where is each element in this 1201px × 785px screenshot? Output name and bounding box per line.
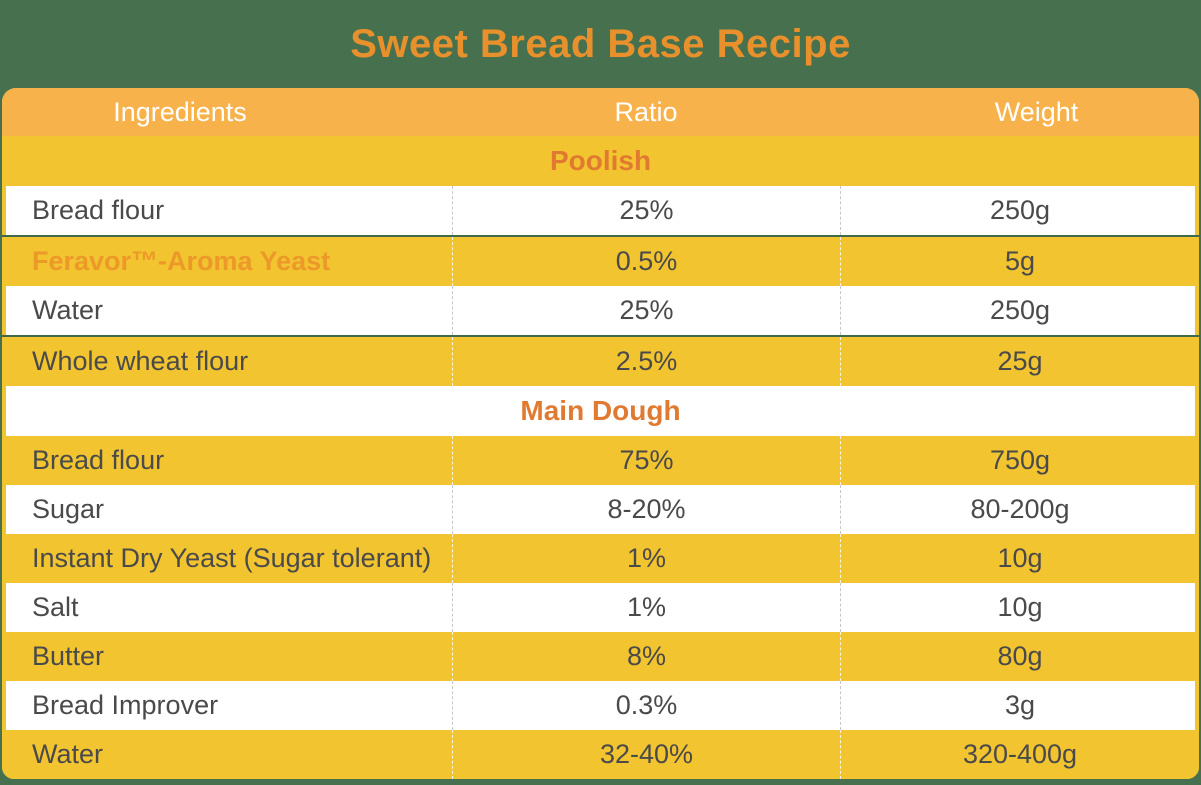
- ingredient-weight: 10g: [840, 534, 1199, 583]
- ingredient-name: Bread flour: [32, 445, 165, 475]
- table-row: Feravor™-Aroma Yeast 0.5% 5g: [2, 235, 1199, 286]
- ingredient-name: Bread flour: [32, 195, 165, 225]
- section-label: Main Dough: [520, 395, 681, 426]
- ingredient-ratio: 25%: [452, 286, 840, 335]
- column-header-ingredients: Ingredients: [113, 96, 247, 127]
- ingredient-name: Whole wheat flour: [32, 346, 249, 376]
- table-row: Bread Improver 0.3% 3g: [2, 681, 1199, 730]
- table-row: Water 25% 250g: [2, 286, 1199, 335]
- section-row-poolish: Poolish: [2, 136, 1199, 186]
- ingredient-ratio: 8%: [452, 632, 840, 681]
- ingredient-name: Sugar: [32, 494, 105, 524]
- ingredient-weight: 250g: [840, 186, 1199, 235]
- page-title: Sweet Bread Base Recipe: [350, 21, 851, 66]
- ingredient-weight: 5g: [840, 237, 1199, 286]
- ingredient-name: Water: [32, 295, 104, 325]
- ingredient-name: Salt: [32, 592, 79, 622]
- title-band: Sweet Bread Base Recipe: [0, 0, 1201, 88]
- ingredient-weight: 3g: [840, 681, 1199, 730]
- column-header-weight: Weight: [994, 96, 1079, 127]
- ingredient-weight: 750g: [840, 436, 1199, 485]
- ingredient-name: Water: [32, 739, 104, 769]
- table-row: Instant Dry Yeast (Sugar tolerant) 1% 10…: [2, 534, 1199, 583]
- recipe-table: Ingredients Ratio Weight Poolish Bread f…: [2, 88, 1199, 779]
- ingredient-name: Bread Improver: [32, 690, 219, 720]
- table-header-row: Ingredients Ratio Weight: [2, 88, 1199, 136]
- table-row: Water 32-40% 320-400g: [2, 730, 1199, 779]
- ingredient-weight: 25g: [840, 337, 1199, 386]
- ingredient-name: Instant Dry Yeast (Sugar tolerant): [32, 543, 432, 573]
- table-row: Butter 8% 80g: [2, 632, 1199, 681]
- ingredient-weight: 10g: [840, 583, 1199, 632]
- ingredient-weight: 320-400g: [840, 730, 1199, 779]
- table-row: Bread flour 75% 750g: [2, 436, 1199, 485]
- ingredient-name-brand: Feravor™-Aroma Yeast: [32, 246, 331, 276]
- ingredient-name: Butter: [32, 641, 105, 671]
- ingredient-ratio: 1%: [452, 534, 840, 583]
- section-label: Poolish: [549, 145, 652, 176]
- column-header-ratio: Ratio: [614, 96, 678, 127]
- ingredient-ratio: 75%: [452, 436, 840, 485]
- ingredient-ratio: 0.3%: [452, 681, 840, 730]
- ingredient-weight: 250g: [840, 286, 1199, 335]
- ingredient-weight: 80g: [840, 632, 1199, 681]
- ingredient-ratio: 8-20%: [452, 485, 840, 534]
- table-row: Whole wheat flour 2.5% 25g: [2, 335, 1199, 386]
- ingredient-ratio: 2.5%: [452, 337, 840, 386]
- table-row: Sugar 8-20% 80-200g: [2, 485, 1199, 534]
- table-row: Bread flour 25% 250g: [2, 186, 1199, 235]
- ingredient-weight: 80-200g: [840, 485, 1199, 534]
- section-row-main-dough: Main Dough: [2, 386, 1199, 436]
- ingredient-ratio: 32-40%: [452, 730, 840, 779]
- ingredient-ratio: 1%: [452, 583, 840, 632]
- ingredient-ratio: 25%: [452, 186, 840, 235]
- ingredient-ratio: 0.5%: [452, 237, 840, 286]
- table-row: Salt 1% 10g: [2, 583, 1199, 632]
